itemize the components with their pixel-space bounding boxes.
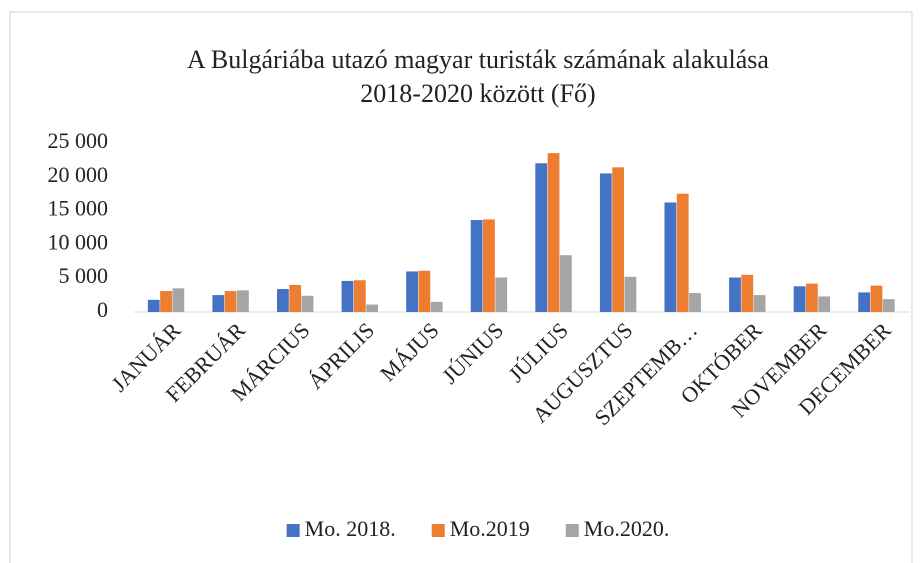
bar [664,202,677,312]
bar [624,276,637,312]
bar [495,277,508,312]
chart-border [9,11,913,563]
bar [353,280,366,312]
chart-title: 2018-2020 között (Fő) [360,79,595,108]
bar [172,288,185,312]
bar [870,285,883,312]
legend-label: Mo.2020. [584,516,670,541]
bar [430,301,443,312]
bar [612,167,625,312]
bar [547,153,560,312]
bar [366,304,378,312]
y-tick-label: 15 000 [48,196,109,221]
legend-label: Mo. 2018. [305,516,396,541]
bar [470,220,483,312]
bar [301,295,314,312]
bar [559,255,572,312]
bar [689,293,701,312]
bar [160,291,172,312]
chart-title: A Bulgáriába utazó magyar turisták számá… [187,45,769,74]
y-tick-label: 0 [97,297,108,322]
bar [676,193,689,312]
y-tick-label: 5 000 [59,263,109,288]
y-tick-label: 20 000 [48,162,109,187]
bar [729,277,741,312]
bar [535,163,548,312]
bar [793,286,806,312]
bar [224,291,237,312]
y-tick-label: 10 000 [48,229,109,254]
legend-swatch [286,524,300,537]
bar [406,271,418,312]
bar [483,219,495,312]
bar [599,173,612,312]
bar [882,299,895,312]
bar [805,283,818,312]
bar [212,295,225,312]
bar [418,270,431,312]
legend-swatch [565,524,579,537]
bar [277,289,289,312]
bar [818,296,831,312]
bar [289,284,302,312]
legend-swatch [431,524,445,537]
bar [753,295,766,312]
bar [237,290,249,312]
bar [341,280,354,312]
legend-label: Mo.2019 [450,516,530,541]
bar [741,274,754,312]
bar [858,292,871,312]
bar [147,299,160,312]
y-tick-label: 25 000 [48,128,109,153]
